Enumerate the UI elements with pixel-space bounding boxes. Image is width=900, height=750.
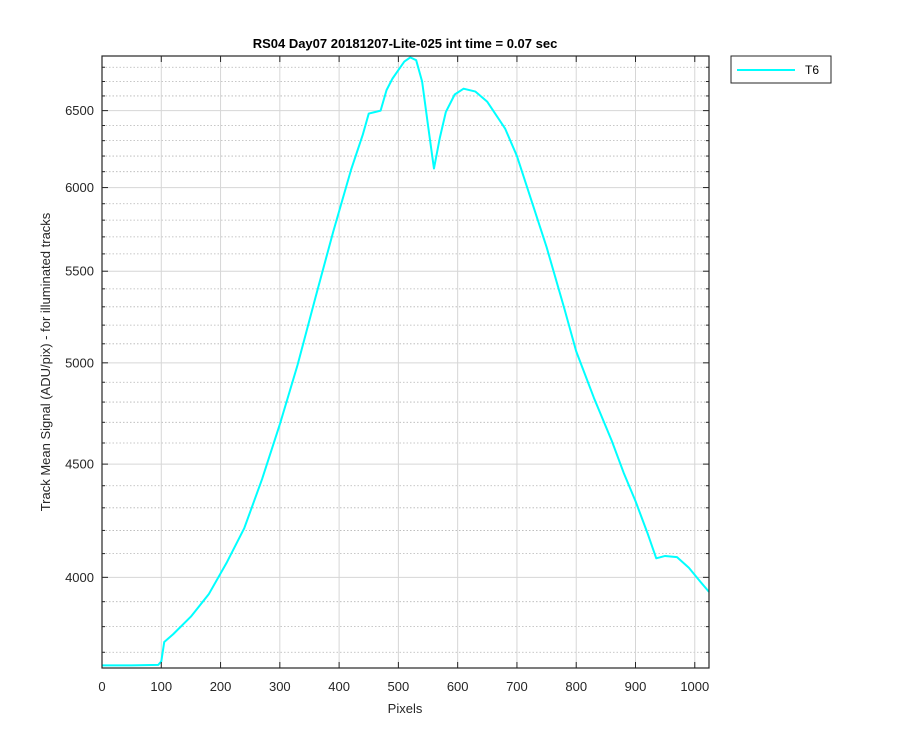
x-tick-label: 600 [447,679,469,694]
y-tick-label: 6000 [65,180,94,195]
plot-area: 0 100 200 300 400 500 600 700 800 900 1000 4000 450… [65,55,710,694]
x-axis-label: Pixels [388,701,423,716]
x-tick-label: 800 [565,679,587,694]
major-gridlines [101,56,709,668]
x-tick-labels: 0 100 200 300 400 500 600 700 800 900 1000 [98,679,709,694]
y-tick-label: 4000 [65,570,94,585]
x-tick-label: 0 [98,679,105,694]
y-tick-labels: 4000 4500 5000 5500 6000 6500 [65,103,94,585]
x-tick-label: 900 [625,679,647,694]
x-tick-label: 100 [150,679,172,694]
series-line-t6 [102,56,710,667]
x-tick-label: 700 [506,679,528,694]
x-tick-label: 200 [210,679,232,694]
chart-title: RS04 Day07 20181207-Lite-025 int time = … [253,36,558,51]
y-tick-label: 4500 [65,457,94,472]
x-tick-label: 500 [388,679,410,694]
x-tick-label: 300 [269,679,291,694]
tick-marks [101,56,709,668]
axes-background [102,56,709,668]
axes-box [101,55,710,669]
y-tick-label: 6500 [65,103,94,118]
legend[interactable]: T6 [730,55,832,84]
y-axis-label: Track Mean Signal (ADU/pix) - for illumi… [38,212,53,511]
series-layer [102,56,710,667]
x-tick-label: 400 [328,679,350,694]
y-tick-label: 5500 [65,264,94,279]
y-tick-label: 5000 [65,355,94,370]
legend-label-t6: T6 [805,63,819,77]
x-tick-label: 1000 [680,679,709,694]
